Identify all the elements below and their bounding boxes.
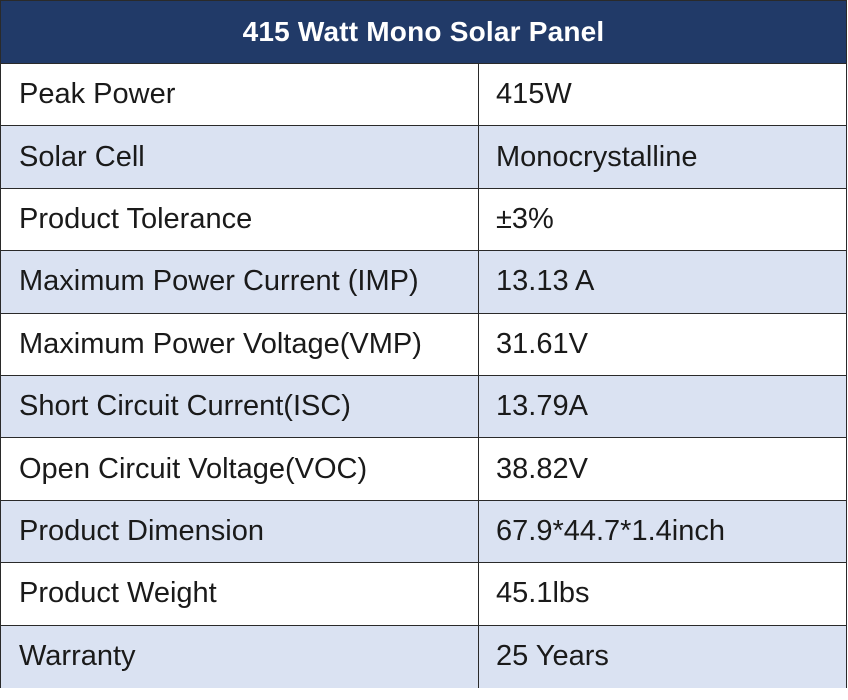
table-row: Product Weight 45.1lbs bbox=[1, 563, 846, 626]
row-value: 415W bbox=[496, 78, 572, 111]
table-row: Open Circuit Voltage(VOC) 38.82V bbox=[1, 438, 846, 501]
row-label: Warranty bbox=[1, 625, 479, 688]
row-label: Short Circuit Current(ISC) bbox=[1, 375, 479, 438]
table-title: 415 Watt Mono Solar Panel bbox=[1, 1, 846, 64]
row-value: 31.61V bbox=[496, 327, 588, 360]
row-label: Product Weight bbox=[1, 563, 479, 625]
table-row: Maximum Power Voltage(VMP) 31.61V bbox=[1, 313, 846, 376]
row-value: 38.82V bbox=[496, 452, 588, 485]
row-value: 25 Years bbox=[496, 640, 609, 673]
row-label: Peak Power bbox=[1, 64, 479, 126]
row-value: 67.9*44.7*1.4inch bbox=[496, 514, 725, 547]
row-label: Product Dimension bbox=[1, 500, 479, 563]
table-row: Product Dimension 67.9*44.7*1.4inch bbox=[1, 500, 846, 564]
row-label: Maximum Power Voltage(VMP) bbox=[1, 313, 479, 375]
table-row: Solar Cell Monocrystalline bbox=[1, 126, 846, 189]
row-value: 13.79A bbox=[496, 390, 588, 423]
table-row: Maximum Power Current (IMP) 13.13 A bbox=[1, 251, 846, 314]
row-label: Solar Cell bbox=[1, 126, 479, 188]
table-row: Product Tolerance ±3% bbox=[1, 188, 846, 252]
row-value: 13.13 A bbox=[496, 265, 595, 298]
row-label: Open Circuit Voltage(VOC) bbox=[1, 438, 479, 500]
row-value: 45.1lbs bbox=[496, 577, 590, 610]
table-row: Peak Power 415W bbox=[1, 64, 846, 127]
row-label: Maximum Power Current (IMP) bbox=[1, 251, 479, 313]
row-label: Product Tolerance bbox=[1, 188, 479, 251]
table-row: Warranty 25 Years bbox=[1, 625, 846, 688]
row-value: ±3% bbox=[496, 202, 554, 235]
table-row: Short Circuit Current(ISC) 13.79A bbox=[1, 375, 846, 439]
row-value: Monocrystalline bbox=[496, 140, 698, 173]
